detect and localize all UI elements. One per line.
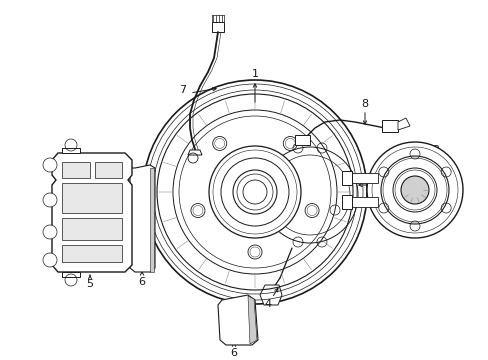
Circle shape [380,156,448,224]
Circle shape [142,80,366,304]
Text: 8: 8 [361,99,368,109]
Circle shape [43,253,57,267]
Polygon shape [351,197,377,207]
Polygon shape [62,148,80,153]
Text: 3: 3 [386,180,393,190]
Polygon shape [341,195,351,209]
Polygon shape [62,218,122,240]
Text: 6: 6 [138,277,145,287]
Polygon shape [341,171,351,185]
Polygon shape [212,22,224,32]
Circle shape [43,193,57,207]
Polygon shape [130,165,155,272]
Polygon shape [294,135,309,145]
Circle shape [400,176,428,204]
Text: 5: 5 [86,279,93,289]
Polygon shape [247,296,257,344]
Text: 7: 7 [179,85,186,95]
Circle shape [366,142,462,238]
Text: 2: 2 [431,145,439,155]
Polygon shape [260,285,282,305]
Polygon shape [351,173,377,183]
Circle shape [232,170,276,214]
Polygon shape [62,162,90,178]
Polygon shape [397,118,409,130]
Text: 6: 6 [230,348,237,358]
Polygon shape [62,183,122,213]
Text: 1: 1 [251,69,258,79]
Polygon shape [95,162,122,178]
Polygon shape [62,272,80,277]
Polygon shape [278,128,337,250]
Circle shape [208,146,301,238]
Polygon shape [150,168,154,272]
Circle shape [392,168,436,212]
Polygon shape [187,150,202,155]
Polygon shape [381,120,397,132]
Circle shape [43,158,57,172]
Circle shape [43,225,57,239]
Polygon shape [62,245,122,262]
Polygon shape [52,153,132,272]
Text: 4: 4 [264,299,271,309]
Polygon shape [218,295,258,345]
